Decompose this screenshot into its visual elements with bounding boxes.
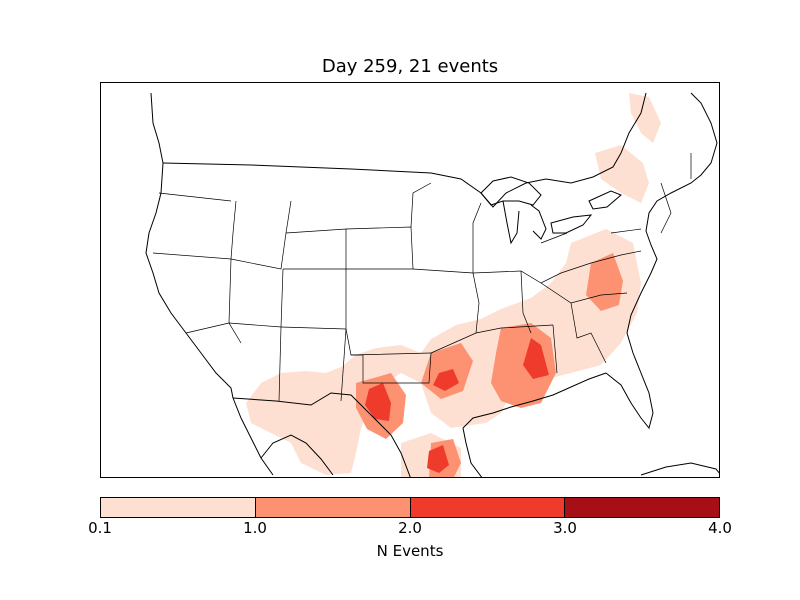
colorbar-segment-3 — [409, 498, 565, 517]
country-outlines — [145, 92, 719, 477]
colorbar-segment-4 — [564, 498, 719, 517]
us-map-svg — [145, 92, 719, 477]
colorbar-label: N Events — [376, 542, 444, 560]
colorbar-tick-label: 0.1 — [88, 519, 112, 537]
event-density-map — [100, 82, 720, 478]
colorbar-tick-label: 1.0 — [243, 519, 267, 537]
colorbar-tick-label: 4.0 — [708, 519, 732, 537]
colorbar-tick-label: 2.0 — [398, 519, 422, 537]
map-title: Day 259, 21 events — [321, 56, 499, 77]
colorbar-segment-1 — [101, 498, 255, 517]
colorbar-tick-label: 3.0 — [553, 519, 577, 537]
colorbar — [100, 497, 720, 518]
density-fill-high — [365, 338, 549, 473]
colorbar-segment-2 — [254, 498, 410, 517]
state-outlines — [152, 153, 692, 402]
